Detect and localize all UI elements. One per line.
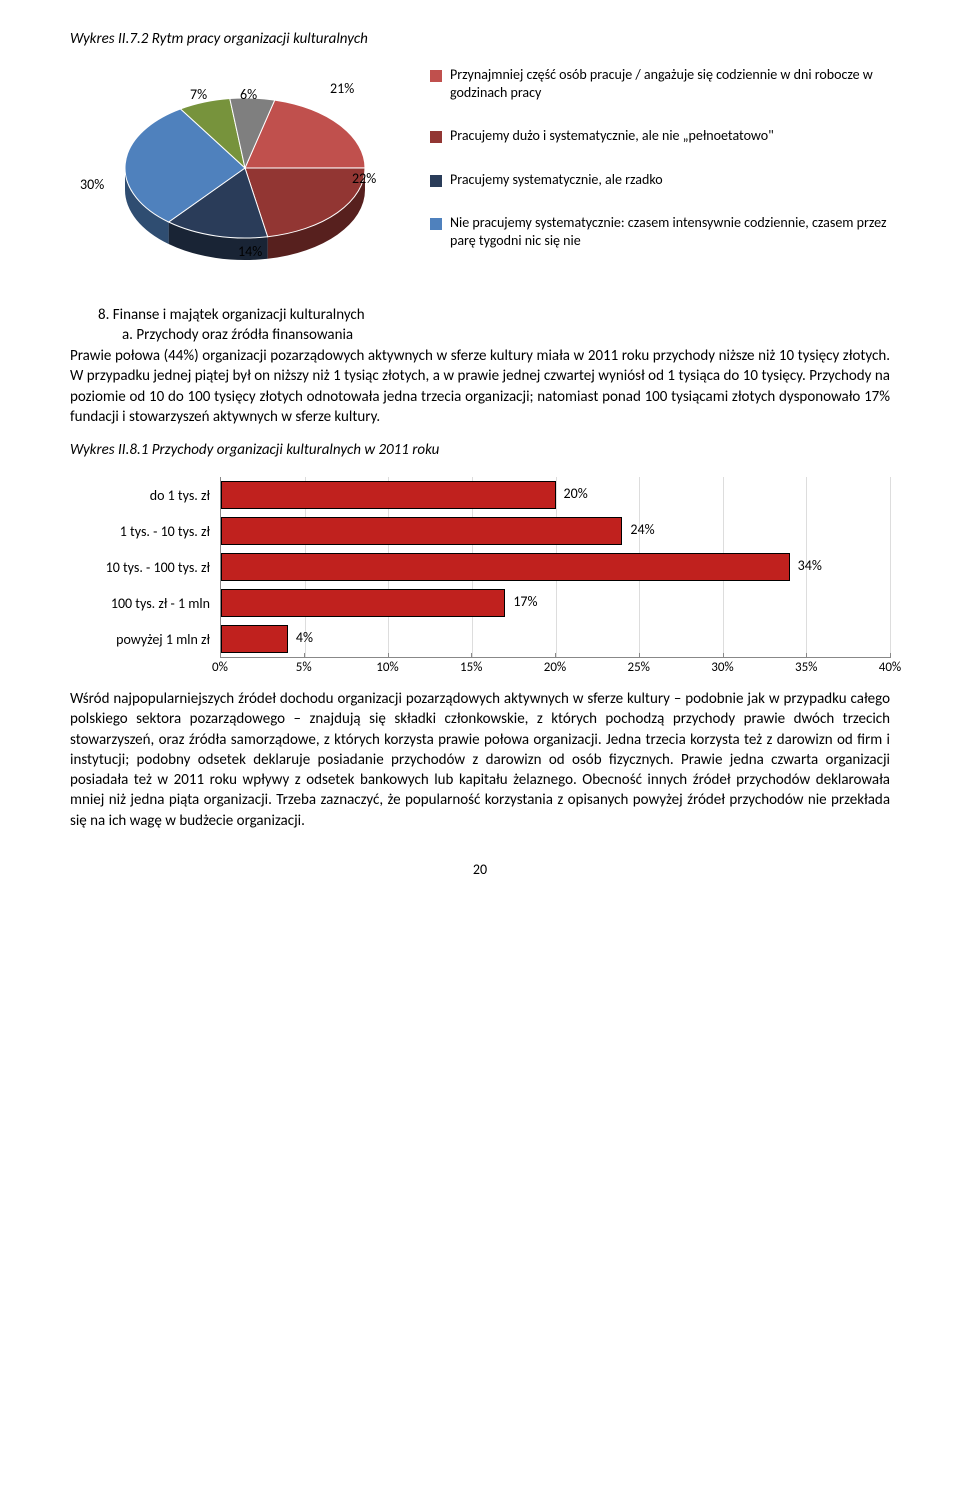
axis-tick bbox=[388, 653, 389, 658]
bar-row: 100 tys. zł - 1 mln 17% bbox=[70, 585, 890, 621]
bar-category-label: powyżej 1 mln zł bbox=[70, 631, 220, 648]
bar-row: powyżej 1 mln zł 4% bbox=[70, 621, 890, 657]
bar-value-label: 24% bbox=[630, 521, 654, 538]
bar-row: 10 tys. - 100 tys. zł 34% bbox=[70, 549, 890, 585]
grid-line bbox=[806, 513, 807, 549]
grid-line bbox=[890, 621, 891, 657]
pie-slice-label: 22% bbox=[352, 170, 376, 187]
grid-line bbox=[556, 585, 557, 621]
grid-line bbox=[723, 513, 724, 549]
page-number: 20 bbox=[70, 861, 890, 878]
axis-tick-label: 15% bbox=[460, 660, 482, 675]
grid-line bbox=[806, 621, 807, 657]
bar-value-label: 17% bbox=[513, 593, 537, 610]
grid-line bbox=[556, 621, 557, 657]
legend-swatch bbox=[430, 70, 442, 82]
axis-tick-label: 40% bbox=[879, 660, 901, 675]
axis-tick-label: 20% bbox=[544, 660, 566, 675]
pie-chart-container: 21% 22% 14% 30% 7% 6% Przynajmniej część osób… bbox=[70, 58, 890, 288]
pie-chart: 21% 22% 14% 30% 7% 6% bbox=[70, 58, 410, 288]
axis-tick bbox=[471, 653, 472, 658]
legend-swatch bbox=[430, 131, 442, 143]
axis-tick-label: 5% bbox=[296, 660, 312, 675]
section-subheading: a. Przychody oraz źródła finansowania bbox=[122, 326, 890, 344]
grid-line bbox=[890, 513, 891, 549]
grid-line bbox=[639, 621, 640, 657]
axis-tick-label: 10% bbox=[376, 660, 398, 675]
axis-tick-label: 25% bbox=[628, 660, 650, 675]
grid-line bbox=[723, 477, 724, 513]
axis-tick bbox=[304, 653, 305, 658]
grid-line bbox=[890, 477, 891, 513]
bar-fill bbox=[221, 481, 556, 509]
legend-label: Przynajmniej część osób pracuje / angażu… bbox=[450, 66, 890, 101]
legend-swatch bbox=[430, 218, 442, 230]
paragraph-2: Wśród najpopularniejszych źródeł dochodu… bbox=[70, 689, 890, 831]
axis-tick bbox=[723, 653, 724, 658]
bar-value-label: 34% bbox=[798, 557, 822, 574]
axis-tick bbox=[220, 653, 221, 658]
legend-item: Pracujemy systematycznie, ale rzadko bbox=[430, 171, 890, 189]
grid-line bbox=[472, 621, 473, 657]
axis-tick bbox=[639, 653, 640, 658]
bar-category-label: 10 tys. - 100 tys. zł bbox=[70, 559, 220, 576]
bar-track: 17% bbox=[220, 585, 890, 621]
bar-track: 24% bbox=[220, 513, 890, 549]
legend-item: Nie pracujemy systematycznie: czasem int… bbox=[430, 214, 890, 249]
grid-line bbox=[723, 585, 724, 621]
grid-line bbox=[639, 585, 640, 621]
legend-item: Pracujemy dużo i systematycznie, ale nie… bbox=[430, 127, 890, 145]
pie-slice-label: 30% bbox=[80, 176, 104, 193]
legend-label: Pracujemy dużo i systematycznie, ale nie… bbox=[450, 127, 774, 145]
bar-category-label: do 1 tys. zł bbox=[70, 487, 220, 504]
legend-label: Pracujemy systematycznie, ale rzadko bbox=[450, 171, 663, 189]
axis-tick bbox=[555, 653, 556, 658]
pie-chart-title: Wykres II.7.2 Rytm pracy organizacji kul… bbox=[70, 30, 890, 48]
axis-tick-label: 35% bbox=[795, 660, 817, 675]
bar-fill bbox=[221, 517, 622, 545]
section-heading: 8. Finanse i majątek organizacji kultura… bbox=[98, 306, 890, 324]
bar-fill bbox=[221, 625, 288, 653]
bar-fill bbox=[221, 553, 790, 581]
legend-label: Nie pracujemy systematycznie: czasem int… bbox=[450, 214, 890, 249]
grid-line bbox=[806, 585, 807, 621]
grid-line bbox=[890, 549, 891, 585]
bar-fill bbox=[221, 589, 505, 617]
bar-value-label: 20% bbox=[564, 485, 588, 502]
axis-tick-label: 30% bbox=[711, 660, 733, 675]
bar-category-label: 100 tys. zł - 1 mln bbox=[70, 595, 220, 612]
pie-legend: Przynajmniej część osób pracuje / angażu… bbox=[430, 58, 890, 288]
bar-row: 1 tys. - 10 tys. zł 24% bbox=[70, 513, 890, 549]
paragraph-1: Prawie połowa (44%) organizacji pozarząd… bbox=[70, 346, 890, 427]
legend-swatch bbox=[430, 175, 442, 187]
bar-row: do 1 tys. zł 20% bbox=[70, 477, 890, 513]
bar-track: 4% bbox=[220, 621, 890, 657]
grid-line bbox=[388, 621, 389, 657]
pie-slice-label: 7% bbox=[190, 86, 207, 103]
axis-tick bbox=[890, 653, 891, 658]
grid-line bbox=[890, 585, 891, 621]
legend-item: Przynajmniej część osób pracuje / angażu… bbox=[430, 66, 890, 101]
grid-line bbox=[556, 477, 557, 513]
bar-value-label: 4% bbox=[296, 629, 313, 646]
pie-slice-label: 14% bbox=[238, 243, 262, 260]
grid-line bbox=[723, 621, 724, 657]
pie-slice-label: 6% bbox=[240, 86, 257, 103]
pie-slice-label: 21% bbox=[330, 80, 354, 97]
axis-tick-label: 0% bbox=[212, 660, 228, 675]
grid-line bbox=[639, 477, 640, 513]
bar-chart: do 1 tys. zł 20% 1 tys. - 10 tys. zł 24% 10 … bbox=[70, 477, 890, 679]
bar-chart-title: Wykres II.8.1 Przychody organizacji kult… bbox=[70, 441, 890, 459]
grid-line bbox=[806, 477, 807, 513]
bar-track: 34% bbox=[220, 549, 890, 585]
bar-track: 20% bbox=[220, 477, 890, 513]
axis-tick bbox=[806, 653, 807, 658]
bar-category-label: 1 tys. - 10 tys. zł bbox=[70, 523, 220, 540]
